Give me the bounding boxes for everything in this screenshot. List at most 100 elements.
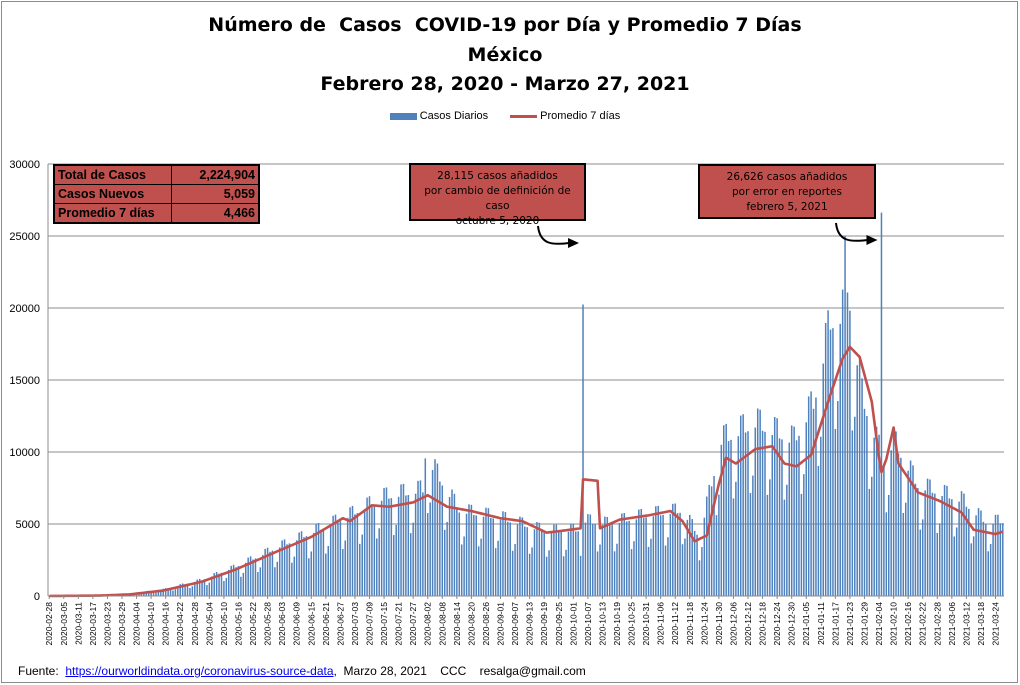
- bar: [312, 533, 315, 596]
- bar: [211, 576, 213, 596]
- bar: [317, 523, 320, 596]
- x-tick-label: 2020-03-17: [88, 602, 98, 646]
- bar: [912, 465, 914, 596]
- bar: [664, 545, 667, 596]
- bar: [477, 546, 480, 596]
- bar: [264, 548, 266, 596]
- bar: [907, 470, 909, 596]
- x-tick-label: 2020-11-12: [670, 602, 680, 645]
- bar: [179, 584, 181, 596]
- bar: [810, 391, 812, 596]
- bar: [385, 487, 388, 596]
- bar: [320, 529, 322, 596]
- bar: [213, 573, 215, 596]
- bar: [407, 495, 410, 596]
- bar: [851, 430, 854, 596]
- bar: [645, 517, 647, 596]
- bar: [402, 483, 405, 596]
- bar: [914, 483, 917, 596]
- bar: [172, 590, 174, 596]
- stats-label-new: Casos Nuevos: [53, 184, 172, 204]
- x-tick-label: 2021-02-04: [874, 602, 884, 646]
- bar: [730, 439, 732, 596]
- bar: [795, 440, 798, 596]
- bar: [524, 526, 526, 596]
- x-tick-label: 2020-12-24: [772, 602, 782, 646]
- bar: [295, 540, 298, 596]
- bar: [257, 571, 259, 596]
- bar: [562, 556, 565, 596]
- bar: [667, 537, 669, 596]
- bar: [827, 310, 829, 596]
- chart-subtitle-country: México: [467, 44, 543, 66]
- bar: [606, 516, 609, 596]
- bar: [310, 551, 313, 596]
- bar: [155, 592, 157, 596]
- bar: [805, 422, 808, 596]
- bar: [334, 514, 337, 596]
- y-tick-label: 30000: [9, 159, 40, 171]
- bar: [359, 543, 361, 596]
- bar: [657, 505, 659, 596]
- bar: [820, 436, 822, 596]
- bar: [242, 572, 245, 596]
- bar: [235, 567, 237, 596]
- x-tick-label: 2021-01-17: [830, 602, 840, 646]
- bar: [997, 514, 999, 596]
- bar: [412, 522, 414, 596]
- bar: [300, 531, 303, 596]
- bar: [426, 513, 429, 596]
- bar: [958, 501, 960, 596]
- bar: [521, 517, 524, 596]
- bar: [841, 289, 844, 596]
- bar: [587, 514, 589, 596]
- bar: [807, 396, 810, 596]
- bar: [497, 540, 499, 596]
- x-tick-label: 2020-04-22: [175, 602, 185, 646]
- x-tick-label: 2020-12-06: [728, 602, 738, 646]
- bar: [672, 503, 674, 596]
- bar: [953, 536, 956, 596]
- annotation-arrow: [537, 225, 570, 245]
- bar: [164, 588, 167, 596]
- bar: [992, 523, 994, 596]
- annotation-arrowhead: [568, 238, 580, 248]
- bar: [650, 538, 652, 596]
- bar: [839, 323, 841, 596]
- bar: [999, 523, 1002, 596]
- bar: [169, 587, 172, 596]
- annotation-line: por error en reportes: [732, 186, 842, 198]
- bar: [735, 481, 737, 596]
- bar: [752, 475, 754, 596]
- x-tick-label: 2021-01-05: [801, 602, 811, 646]
- bar: [832, 328, 834, 596]
- bar: [766, 494, 769, 596]
- bar: [533, 529, 536, 596]
- bar: [492, 518, 494, 596]
- bar: [980, 510, 982, 596]
- bar: [732, 498, 735, 596]
- bar: [380, 500, 383, 596]
- bar: [793, 426, 795, 596]
- bar: [936, 533, 939, 596]
- x-tick-label: 2020-06-03: [277, 602, 287, 646]
- bar: [812, 408, 815, 596]
- bar: [460, 544, 463, 596]
- bar: [511, 550, 514, 596]
- bar: [174, 589, 177, 596]
- bar: [446, 521, 448, 596]
- bar: [861, 378, 863, 596]
- bar: [494, 548, 497, 596]
- bar: [917, 488, 919, 596]
- bar: [875, 426, 878, 596]
- bar: [315, 524, 317, 596]
- source-link[interactable]: https://ourworldindata.org/coronavirus-s…: [65, 664, 334, 678]
- bar: [567, 531, 570, 596]
- bar: [162, 588, 165, 596]
- bar: [594, 523, 596, 596]
- bar: [502, 511, 504, 596]
- bar: [419, 480, 422, 596]
- bar: [565, 549, 567, 596]
- annotation-line: 28,115 casos añadidos: [437, 170, 558, 182]
